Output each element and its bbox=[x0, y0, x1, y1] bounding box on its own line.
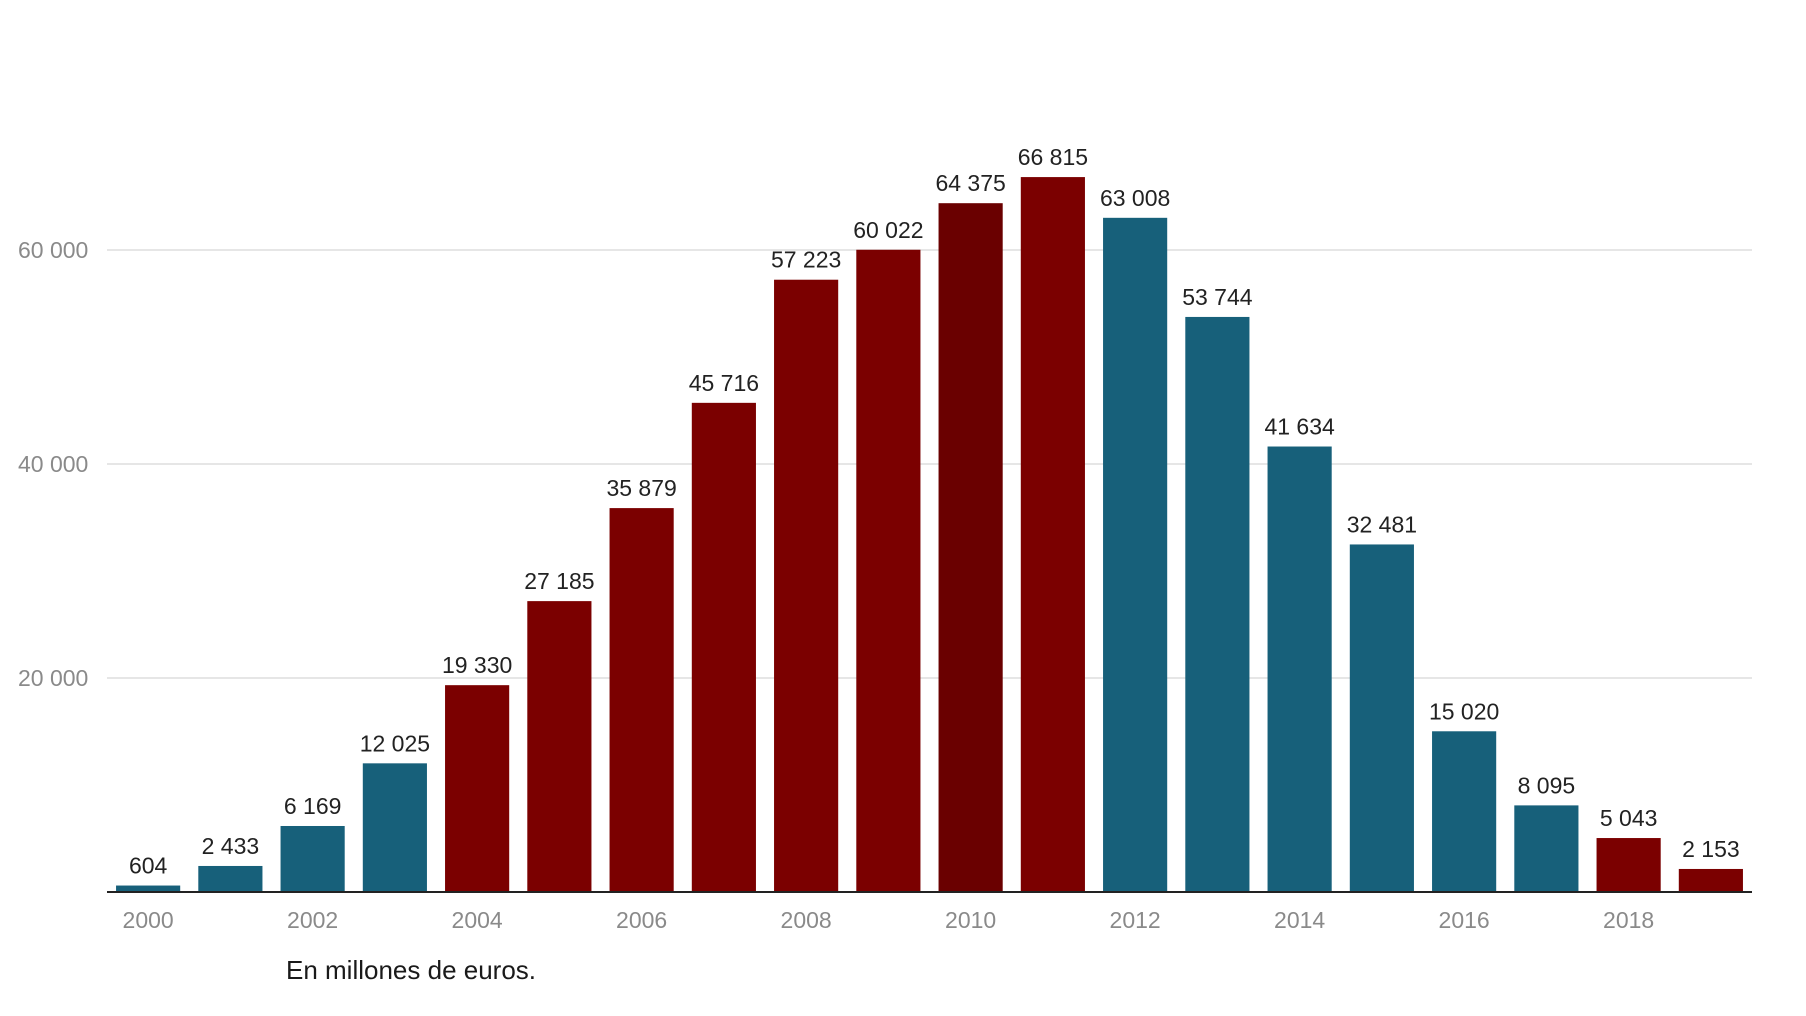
x-tick-label: 2002 bbox=[287, 907, 338, 933]
data-label-2012: 63 008 bbox=[1100, 185, 1170, 211]
value-labels-layer: 604 2 433 6 169 12 025 19 330 27 185 35 879 45 … bbox=[129, 144, 1740, 878]
data-label-2016: 15 020 bbox=[1429, 698, 1499, 724]
bar-2010 bbox=[938, 203, 1003, 892]
bar-2011 bbox=[1020, 177, 1085, 893]
x-tick-label: 2018 bbox=[1603, 907, 1654, 933]
bar-2004 bbox=[445, 685, 510, 892]
data-label-2019: 2 153 bbox=[1682, 836, 1740, 862]
bar-2008 bbox=[774, 279, 839, 893]
data-label-2013: 53 744 bbox=[1182, 284, 1253, 310]
y-tick-label: 40 000 bbox=[18, 451, 88, 477]
bar-2019 bbox=[1678, 868, 1743, 892]
x-tick-label: 2010 bbox=[945, 907, 996, 933]
bar-2012 bbox=[1103, 217, 1168, 893]
bars-layer bbox=[116, 177, 1743, 893]
y-tick-label: 20 000 bbox=[18, 665, 88, 691]
x-tick-label: 2012 bbox=[1110, 907, 1161, 933]
bar-2017 bbox=[1514, 805, 1579, 892]
data-label-2005: 27 185 bbox=[524, 568, 594, 594]
data-label-2000: 604 bbox=[129, 853, 168, 879]
x-tick-label: 2014 bbox=[1274, 907, 1325, 933]
grid-layer: 20 000 40 000 60 000 bbox=[18, 237, 1752, 691]
data-label-2018: 5 043 bbox=[1600, 805, 1658, 831]
axis-layer: 2000 2002 2004 2006 2008 2010 2012 2014 2016 2018 bbox=[107, 891, 1752, 933]
bar-2013 bbox=[1185, 316, 1250, 892]
data-label-2010: 64 375 bbox=[935, 170, 1005, 196]
bar-2016 bbox=[1432, 731, 1497, 892]
bar-2006 bbox=[609, 508, 674, 892]
x-tick-label: 2000 bbox=[123, 907, 174, 933]
bar-2000 bbox=[116, 885, 181, 892]
data-label-2008: 57 223 bbox=[771, 247, 841, 273]
data-label-2004: 19 330 bbox=[442, 652, 512, 678]
data-label-2011: 66 815 bbox=[1018, 144, 1088, 170]
data-label-2017: 8 095 bbox=[1518, 772, 1576, 798]
data-label-2002: 6 169 bbox=[284, 793, 342, 819]
x-tick-label: 2006 bbox=[616, 907, 667, 933]
data-label-2003: 12 025 bbox=[360, 730, 430, 756]
data-label-2014: 41 634 bbox=[1264, 414, 1335, 440]
data-label-2007: 45 716 bbox=[689, 370, 759, 396]
bar-2007 bbox=[691, 402, 756, 892]
bar-2014 bbox=[1267, 446, 1332, 892]
data-label-2001: 2 433 bbox=[202, 833, 260, 859]
bar-2002 bbox=[280, 825, 345, 892]
y-tick-label: 60 000 bbox=[18, 237, 88, 263]
bar-2005 bbox=[527, 601, 592, 892]
bar-2001 bbox=[198, 865, 263, 892]
x-tick-label: 2016 bbox=[1439, 907, 1490, 933]
bar-2003 bbox=[362, 763, 427, 892]
data-label-2009: 60 022 bbox=[853, 217, 923, 243]
data-label-2015: 32 481 bbox=[1347, 511, 1417, 537]
bar-2015 bbox=[1349, 544, 1414, 892]
unit-note: En millones de euros. bbox=[286, 955, 537, 985]
x-tick-label: 2008 bbox=[781, 907, 832, 933]
data-label-2006: 35 879 bbox=[606, 475, 676, 501]
bar-2018 bbox=[1596, 838, 1661, 892]
x-tick-label: 2004 bbox=[452, 907, 503, 933]
bar-2009 bbox=[856, 249, 921, 893]
